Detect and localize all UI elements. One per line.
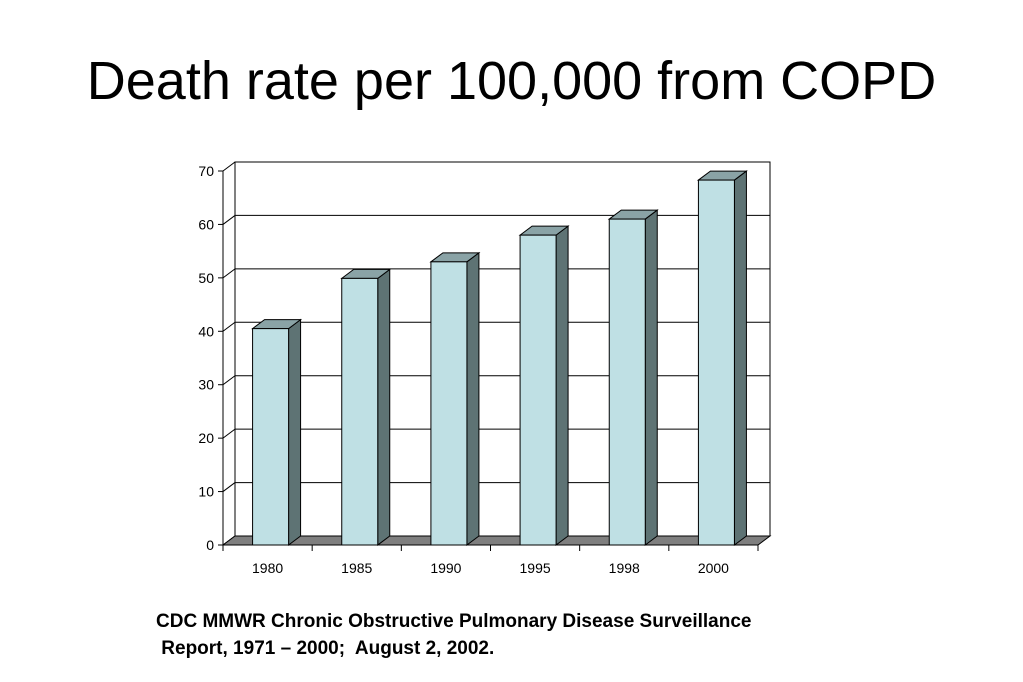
- gridline-side: [222, 215, 236, 225]
- y-tick-label: 60: [198, 216, 214, 232]
- y-axis-tick-labels: 0 10 20 30 40 50 60 70: [198, 163, 214, 553]
- bar-front-face: [697, 179, 735, 546]
- slide-title: Death rate per 100,000 from COPD: [86, 51, 937, 111]
- bar: [340, 268, 392, 546]
- bar: [429, 251, 481, 546]
- gridline-side: [222, 268, 236, 279]
- y-tick-label: 10: [198, 484, 214, 500]
- y-tick-label: 50: [198, 270, 214, 286]
- bar: [251, 318, 303, 546]
- bar: [696, 170, 748, 546]
- y-tick-label: 30: [198, 377, 214, 393]
- y-tick-label: 70: [198, 163, 214, 179]
- x-axis-category-labels: 1980 1985 1990 1995 1998 2000: [222, 545, 759, 576]
- source-citation: CDC MMWR Chronic Obstructive Pulmonary D…: [156, 608, 916, 662]
- gridline-side: [222, 482, 236, 492]
- chart-frame: [222, 161, 771, 545]
- bar-front-face: [519, 234, 557, 546]
- bar-front-face: [430, 261, 468, 546]
- bar-side-face: [733, 170, 747, 546]
- x-category-label: 1985: [341, 560, 372, 576]
- bar-side-face: [466, 251, 480, 546]
- bar: [518, 225, 570, 546]
- chart-bars: [251, 170, 748, 546]
- bar-front-face: [341, 277, 379, 546]
- bar-chart: 0 10 20 30 40 50 60 70 1980 1985 1990 1995 1998 2000: [198, 161, 772, 576]
- chart-floor: [221, 535, 772, 546]
- bar-side-face: [644, 209, 658, 546]
- gridline-side: [222, 161, 236, 172]
- chart-gridlines: [218, 161, 770, 546]
- x-category-label: 1995: [520, 560, 551, 576]
- bar-side-face: [555, 225, 569, 546]
- x-category-label: 1998: [609, 560, 640, 576]
- citation-line-1: CDC MMWR Chronic Obstructive Pulmonary D…: [156, 611, 752, 632]
- bar: [607, 209, 659, 546]
- chart-back-wall: [234, 161, 771, 537]
- x-category-label: 2000: [698, 560, 729, 576]
- bar-front-face: [608, 218, 646, 546]
- bar-front-face: [252, 328, 290, 546]
- bar-side-face: [377, 268, 391, 546]
- gridline-side: [222, 428, 236, 439]
- gridline-side: [222, 375, 236, 386]
- citation-line-2: Report, 1971 – 2000; August 2, 2002.: [156, 638, 495, 659]
- gridline-side: [222, 321, 236, 332]
- chart-floor-plane: [221, 535, 772, 546]
- y-tick-label: 20: [198, 430, 214, 446]
- x-category-label: 1980: [252, 560, 283, 576]
- y-tick-label: 40: [198, 323, 214, 339]
- y-tick-label: 0: [206, 537, 214, 553]
- x-category-label: 1990: [430, 560, 461, 576]
- bar-side-face: [288, 318, 302, 546]
